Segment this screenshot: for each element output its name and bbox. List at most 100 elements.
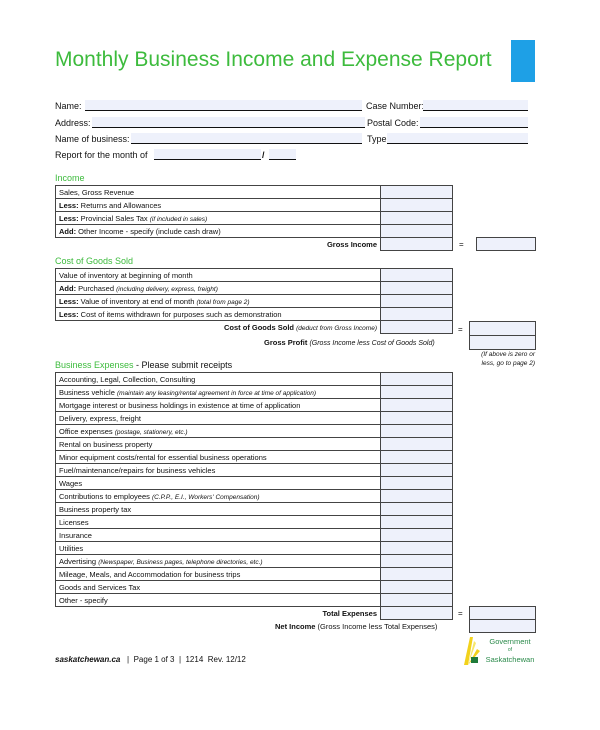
row-label: Fuel/maintenance/repairs for business ve… <box>55 463 381 477</box>
amount-field[interactable] <box>380 593 453 607</box>
text: Mileage, Meals, and Accommodation for bu… <box>59 569 241 579</box>
table-row: Minor equipment costs/rental for essenti… <box>55 450 453 464</box>
text: Mortgage interest or business holdings i… <box>59 400 301 410</box>
amount-field[interactable] <box>380 515 453 529</box>
amount-field[interactable] <box>380 554 453 568</box>
amount-field[interactable] <box>380 372 453 386</box>
zero-note-line: less, go to page 2) <box>481 360 535 367</box>
postal-code-label: Postal Code: <box>367 118 419 128</box>
month-field[interactable] <box>154 149 261 160</box>
logo-text: Saskatchewan <box>485 655 535 664</box>
text: Purchased <box>76 283 117 293</box>
row-label: Minor equipment costs/rental for essenti… <box>55 450 381 464</box>
total-label: Cost of Goods Sold (deduct from Gross In… <box>55 320 381 334</box>
name-label: Name: <box>55 101 82 111</box>
row-label: Mileage, Meals, and Accommodation for bu… <box>55 567 381 581</box>
amount-field[interactable] <box>380 185 453 199</box>
net-income-note: (Gross Income less Total Expenses) <box>315 622 438 631</box>
total-row: Cost of Goods Sold (deduct from Gross In… <box>55 320 453 334</box>
amount-field[interactable] <box>380 489 453 503</box>
row-label: Advertising (Newspaper, Business pages, … <box>55 554 381 568</box>
amount-field[interactable] <box>380 294 453 308</box>
total-row: Total Expenses <box>55 606 453 620</box>
page-title: Monthly Business Income and Expense Repo… <box>55 48 492 71</box>
text: Business vehicle <box>59 387 117 397</box>
footer-separator: | <box>178 655 182 664</box>
net-income-text: Net Income <box>275 622 316 631</box>
amount-field[interactable] <box>380 541 453 555</box>
gross-profit-label: Gross Profit (Gross Income less Cost of … <box>264 338 435 347</box>
amount-field[interactable] <box>380 411 453 425</box>
address-field[interactable] <box>92 117 365 128</box>
cogs-result-field[interactable] <box>469 321 536 336</box>
type-label: Type: <box>367 134 390 144</box>
amount-field[interactable] <box>380 528 453 542</box>
year-field[interactable] <box>269 149 296 160</box>
text: Minor equipment costs/rental for essenti… <box>59 452 267 462</box>
text: Insurance <box>59 530 92 540</box>
gross-profit-field[interactable] <box>469 335 536 350</box>
amount-field[interactable] <box>380 211 453 225</box>
amount-field[interactable] <box>380 281 453 295</box>
gross-income-result-field[interactable] <box>476 237 536 251</box>
amount-field[interactable] <box>380 476 453 490</box>
equals-sign: = <box>459 240 464 249</box>
table-row: Licenses <box>55 515 453 529</box>
row-label: Rental on business property <box>55 437 381 451</box>
text: Total Expenses <box>322 608 377 618</box>
amount-field[interactable] <box>380 450 453 464</box>
amount-field[interactable] <box>380 307 453 321</box>
amount-field[interactable] <box>380 385 453 399</box>
text: Advertising <box>59 556 99 566</box>
address-label: Address: <box>55 118 91 128</box>
total-amount-field[interactable] <box>380 237 453 251</box>
logo-text: of <box>507 647 513 653</box>
table-row: Less: Value of inventory at end of month… <box>55 294 453 308</box>
total-expenses-result-field[interactable] <box>469 606 536 620</box>
total-amount-field[interactable] <box>380 320 453 334</box>
text: Less: <box>59 296 79 306</box>
text: Accounting, Legal, Collection, Consultin… <box>59 374 196 384</box>
amount-field[interactable] <box>380 437 453 451</box>
type-field[interactable] <box>387 133 528 144</box>
postal-code-field[interactable] <box>420 117 528 128</box>
table-row: Add: Purchased (including delivery, expr… <box>55 281 453 295</box>
amount-field[interactable] <box>380 198 453 212</box>
table-row: Less: Returns and Allowances <box>55 198 453 212</box>
row-label: Insurance <box>55 528 381 542</box>
table-row: Business property tax <box>55 502 453 516</box>
amount-field[interactable] <box>380 463 453 477</box>
case-number-field[interactable] <box>423 100 528 111</box>
name-field[interactable] <box>85 100 362 111</box>
footer-page: Page 1 of 3 <box>133 655 175 664</box>
amount-field[interactable] <box>380 398 453 412</box>
text: Delivery, express, freight <box>59 413 141 423</box>
table-row: Less: Cost of items withdrawn for purpos… <box>55 307 453 321</box>
row-label: Business vehicle (maintain any leasing/r… <box>55 385 381 399</box>
business-name-field[interactable] <box>131 133 362 144</box>
row-label: Sales, Gross Revenue <box>55 185 381 199</box>
equals-sign: = <box>458 325 463 334</box>
text: Returns and Allowances <box>78 200 162 210</box>
text: Fuel/maintenance/repairs for business ve… <box>59 465 216 475</box>
row-label: Contributions to employees (C.P.P., E.I.… <box>55 489 381 503</box>
total-amount-field[interactable] <box>380 606 453 620</box>
amount-field[interactable] <box>380 502 453 516</box>
brand-block <box>511 40 535 82</box>
government-logo: Government of Saskatchewan <box>460 635 538 670</box>
row-label: Less: Value of inventory at end of month… <box>55 294 381 308</box>
row-label: Business property tax <box>55 502 381 516</box>
text: Other Income - specify (include cash dra… <box>76 226 221 236</box>
text: Contributions to employees <box>59 491 152 501</box>
text: Sales, Gross Revenue <box>59 187 135 197</box>
amount-field[interactable] <box>380 580 453 594</box>
net-income-field[interactable] <box>469 619 536 633</box>
amount-field[interactable] <box>380 424 453 438</box>
amount-field[interactable] <box>380 224 453 238</box>
amount-field[interactable] <box>380 567 453 581</box>
amount-field[interactable] <box>380 268 453 282</box>
text: (including delivery, express, freight) <box>116 285 218 293</box>
table-row: Mortgage interest or business holdings i… <box>55 398 453 412</box>
text: (if included in sales) <box>149 215 208 223</box>
zero-note: (If above is zero or less, go to page 2) <box>460 350 535 368</box>
